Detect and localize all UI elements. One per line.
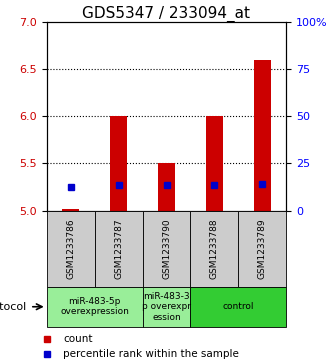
- Text: miR-483-5p
overexpression: miR-483-5p overexpression: [60, 297, 129, 317]
- Text: GSM1233786: GSM1233786: [66, 218, 75, 279]
- Bar: [254, 60, 271, 211]
- Text: GSM1233790: GSM1233790: [162, 218, 171, 279]
- Bar: [110, 116, 127, 211]
- Title: GDS5347 / 233094_at: GDS5347 / 233094_at: [83, 5, 250, 22]
- Text: percentile rank within the sample: percentile rank within the sample: [63, 349, 239, 359]
- Text: GSM1233787: GSM1233787: [114, 218, 123, 279]
- Text: GSM1233788: GSM1233788: [210, 218, 219, 279]
- Text: protocol: protocol: [0, 302, 27, 312]
- Bar: [158, 163, 175, 211]
- Bar: [206, 116, 223, 211]
- Text: miR-483-3
p overexpr
ession: miR-483-3 p overexpr ession: [142, 292, 191, 322]
- Text: count: count: [63, 334, 93, 344]
- Text: control: control: [223, 302, 254, 311]
- Bar: [62, 209, 79, 211]
- Text: GSM1233789: GSM1233789: [258, 218, 267, 279]
